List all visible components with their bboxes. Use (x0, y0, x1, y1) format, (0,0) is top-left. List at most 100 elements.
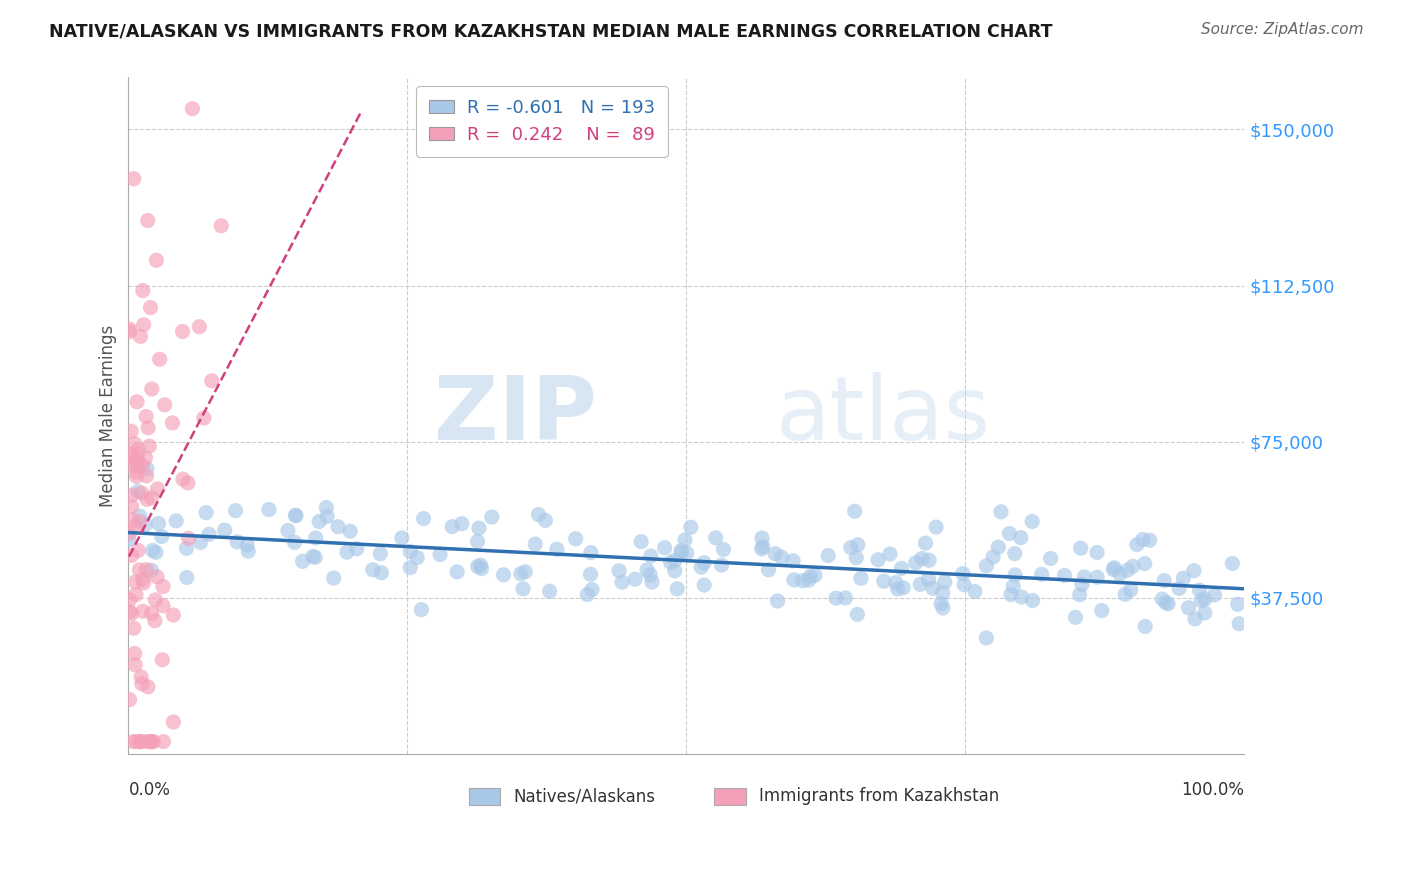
Point (118, 457, 141, 471)
Point (492, 567, 515, 582)
Point (467, 534, 489, 549)
Point (1139, 533, 1161, 548)
Point (121, 513, 143, 527)
Point (124, 647, 146, 661)
Point (804, 568, 827, 582)
Point (751, 531, 773, 545)
Point (976, 631, 998, 645)
Point (1116, 563, 1139, 577)
Point (336, 545, 359, 559)
Point (127, 447, 149, 461)
Point (783, 573, 806, 587)
Point (128, 563, 150, 577)
Point (710, 558, 733, 573)
Point (136, 462, 159, 476)
Point (610, 575, 633, 590)
Point (121, 488, 143, 502)
Point (135, 409, 157, 424)
Point (1070, 541, 1092, 555)
Point (1220, 557, 1243, 571)
Point (121, 549, 143, 563)
Point (515, 565, 537, 579)
Point (150, 653, 173, 667)
Point (1226, 597, 1249, 611)
Point (132, 318, 155, 332)
Point (664, 553, 686, 567)
Point (766, 594, 789, 608)
Point (122, 621, 145, 635)
Point (291, 554, 314, 568)
Point (148, 516, 170, 531)
Text: 100.0%: 100.0% (1181, 781, 1244, 799)
Point (538, 584, 561, 599)
Point (1152, 592, 1174, 607)
Point (195, 506, 218, 520)
Point (136, 213, 159, 227)
Point (399, 560, 422, 574)
Point (839, 541, 862, 555)
Point (412, 511, 434, 525)
Point (118, 322, 141, 336)
Point (690, 560, 713, 574)
Point (664, 564, 686, 578)
Point (411, 602, 433, 616)
Point (1073, 570, 1095, 584)
Point (429, 548, 451, 562)
Point (1039, 551, 1062, 566)
Point (666, 582, 689, 596)
Point (136, 734, 159, 748)
Point (904, 556, 927, 570)
Point (134, 450, 156, 465)
Point (932, 586, 955, 600)
Point (152, 599, 174, 613)
Point (1204, 588, 1226, 602)
Point (176, 570, 198, 584)
Text: 0.0%: 0.0% (128, 781, 170, 799)
Point (125, 394, 148, 409)
Point (1114, 587, 1136, 601)
Point (141, 491, 163, 505)
Point (534, 513, 557, 527)
Point (124, 657, 146, 672)
Point (1085, 545, 1108, 559)
Point (640, 549, 662, 563)
Point (316, 509, 339, 524)
Point (1132, 533, 1154, 547)
Point (675, 546, 697, 560)
Point (1031, 567, 1053, 582)
Point (873, 574, 896, 589)
Point (162, 608, 184, 623)
Point (1002, 579, 1025, 593)
Point (758, 563, 780, 577)
FancyBboxPatch shape (468, 788, 501, 805)
Point (845, 550, 868, 565)
Point (136, 680, 159, 694)
Point (671, 543, 693, 558)
Point (911, 551, 934, 566)
Point (136, 421, 159, 435)
Point (624, 572, 647, 586)
Point (468, 521, 491, 535)
Point (581, 582, 603, 597)
Point (1189, 593, 1212, 607)
Point (141, 606, 163, 620)
Point (849, 571, 872, 585)
Point (1135, 619, 1157, 633)
Point (132, 284, 155, 298)
Point (976, 558, 998, 573)
Point (922, 581, 945, 595)
Point (546, 542, 568, 557)
Point (214, 523, 236, 537)
Point (301, 549, 323, 564)
Point (693, 556, 716, 570)
Point (925, 520, 948, 534)
Point (450, 516, 472, 531)
Text: Immigrants from Kazakhstan: Immigrants from Kazakhstan (759, 787, 1000, 805)
Point (121, 500, 143, 514)
Point (1154, 596, 1177, 610)
Point (141, 382, 163, 396)
Point (127, 442, 149, 457)
Point (370, 566, 392, 580)
Point (122, 734, 145, 748)
Point (326, 520, 349, 534)
